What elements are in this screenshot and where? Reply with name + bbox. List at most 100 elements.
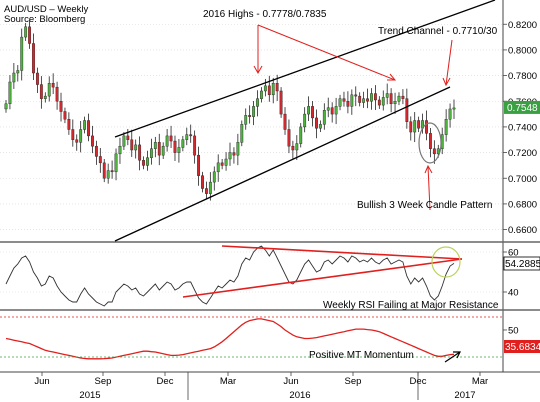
candle-body xyxy=(98,156,102,164)
momentum-panel xyxy=(5,318,455,360)
candle-body xyxy=(208,181,212,194)
candle-body xyxy=(87,120,90,137)
candle-body xyxy=(350,94,354,107)
price-last-value: 0.7548 xyxy=(507,103,538,114)
candle-body xyxy=(47,83,51,97)
candle-body xyxy=(244,115,248,125)
candle-body xyxy=(232,152,236,156)
rsi-last-value: 54.2885 xyxy=(505,259,540,270)
candle-body xyxy=(381,97,385,106)
candle-body xyxy=(39,84,43,99)
candle-body xyxy=(114,153,118,173)
candle-body xyxy=(63,111,67,120)
candle-body xyxy=(252,106,255,117)
candle-body xyxy=(279,90,283,115)
month-tick-label: Jun xyxy=(34,376,49,387)
channel-annotation: Trend Channel - 0.7710/30 xyxy=(378,26,498,37)
candle-body xyxy=(51,83,55,88)
candle-body xyxy=(417,120,421,129)
candle-body xyxy=(212,171,216,183)
candle-body xyxy=(59,101,63,112)
candle-body xyxy=(94,145,98,157)
candle-body xyxy=(267,85,271,96)
candle-body xyxy=(71,129,75,140)
candle-body xyxy=(134,144,138,151)
candle-body xyxy=(326,107,330,111)
candle-body xyxy=(205,188,208,194)
candle-body xyxy=(177,147,181,153)
momentum-line xyxy=(5,318,455,360)
candle-pattern-annotation: Bullish 3 Week Candle Pattern xyxy=(357,200,492,211)
candle-body xyxy=(12,72,16,83)
candle-body xyxy=(256,98,259,107)
rsi-tick-label: 40 xyxy=(508,288,519,299)
candle-body xyxy=(43,95,47,99)
candle-body xyxy=(413,120,417,133)
candle-body xyxy=(83,120,87,130)
candle-body xyxy=(75,139,79,143)
price-tick-label: 0.7000 xyxy=(508,174,537,185)
price-tick-label: 0.6800 xyxy=(508,199,537,210)
candle-body xyxy=(67,119,71,130)
month-tick-label: Mar xyxy=(220,376,236,387)
candle-body xyxy=(425,120,428,134)
candle-body xyxy=(401,95,405,99)
candle-body xyxy=(173,140,177,153)
candle-body xyxy=(389,93,393,105)
candle-body xyxy=(283,113,287,130)
momentum-arrow xyxy=(444,351,461,363)
candle-body xyxy=(189,134,193,137)
candle-body xyxy=(24,26,28,38)
candle-body xyxy=(330,107,334,115)
candle-body xyxy=(393,101,397,105)
trend-channel xyxy=(114,0,496,242)
candle-body xyxy=(79,129,83,143)
candle-body xyxy=(397,95,401,102)
candle-body xyxy=(334,106,338,115)
rsi-line xyxy=(5,245,455,307)
candle-body xyxy=(432,148,436,155)
annotation-arrows xyxy=(253,24,453,211)
month-tick-label: Sep xyxy=(95,376,112,387)
candle-body xyxy=(161,145,165,156)
candle-body xyxy=(295,143,299,151)
candle-body xyxy=(224,158,228,166)
candle-body xyxy=(303,113,307,128)
candle-body xyxy=(201,175,204,189)
momentum-annotation: Positive MT Momentum xyxy=(309,350,414,361)
channel-lower-line xyxy=(114,86,451,242)
candle-body xyxy=(385,93,389,98)
candle-body xyxy=(181,139,185,148)
candle-body xyxy=(130,139,134,151)
month-tick-label: Jun xyxy=(283,376,298,387)
candle-body xyxy=(16,70,20,74)
candle-body xyxy=(409,121,413,133)
candle-body xyxy=(342,98,346,102)
candle-body xyxy=(20,36,24,71)
momentum-value-badge: 35.6834 xyxy=(504,340,540,353)
rsi-resistance-circle xyxy=(431,246,461,278)
candle-body xyxy=(366,98,369,102)
candle-body xyxy=(55,86,59,102)
candle-body xyxy=(4,103,8,110)
candle-body xyxy=(260,90,263,99)
highs-annotation: 2016 Highs - 0.7778/0.7835 xyxy=(203,9,327,20)
candle-pattern-circle xyxy=(418,122,442,164)
candle-body xyxy=(146,157,149,166)
rsi-resistance-lines xyxy=(182,245,463,298)
candle-body xyxy=(444,119,448,135)
price-tick-label: 0.7800 xyxy=(508,71,537,82)
candle-body xyxy=(240,124,244,143)
month-tick-label: Mar xyxy=(472,376,488,387)
candle-body xyxy=(149,148,153,158)
candle-body xyxy=(153,142,157,149)
channel-upper-line xyxy=(114,0,496,138)
month-tick-label: Dec xyxy=(157,376,174,387)
price-tick-label: 0.7400 xyxy=(508,122,537,133)
candle-body xyxy=(362,98,366,103)
candle-body xyxy=(185,134,189,140)
candle-body xyxy=(373,93,377,101)
